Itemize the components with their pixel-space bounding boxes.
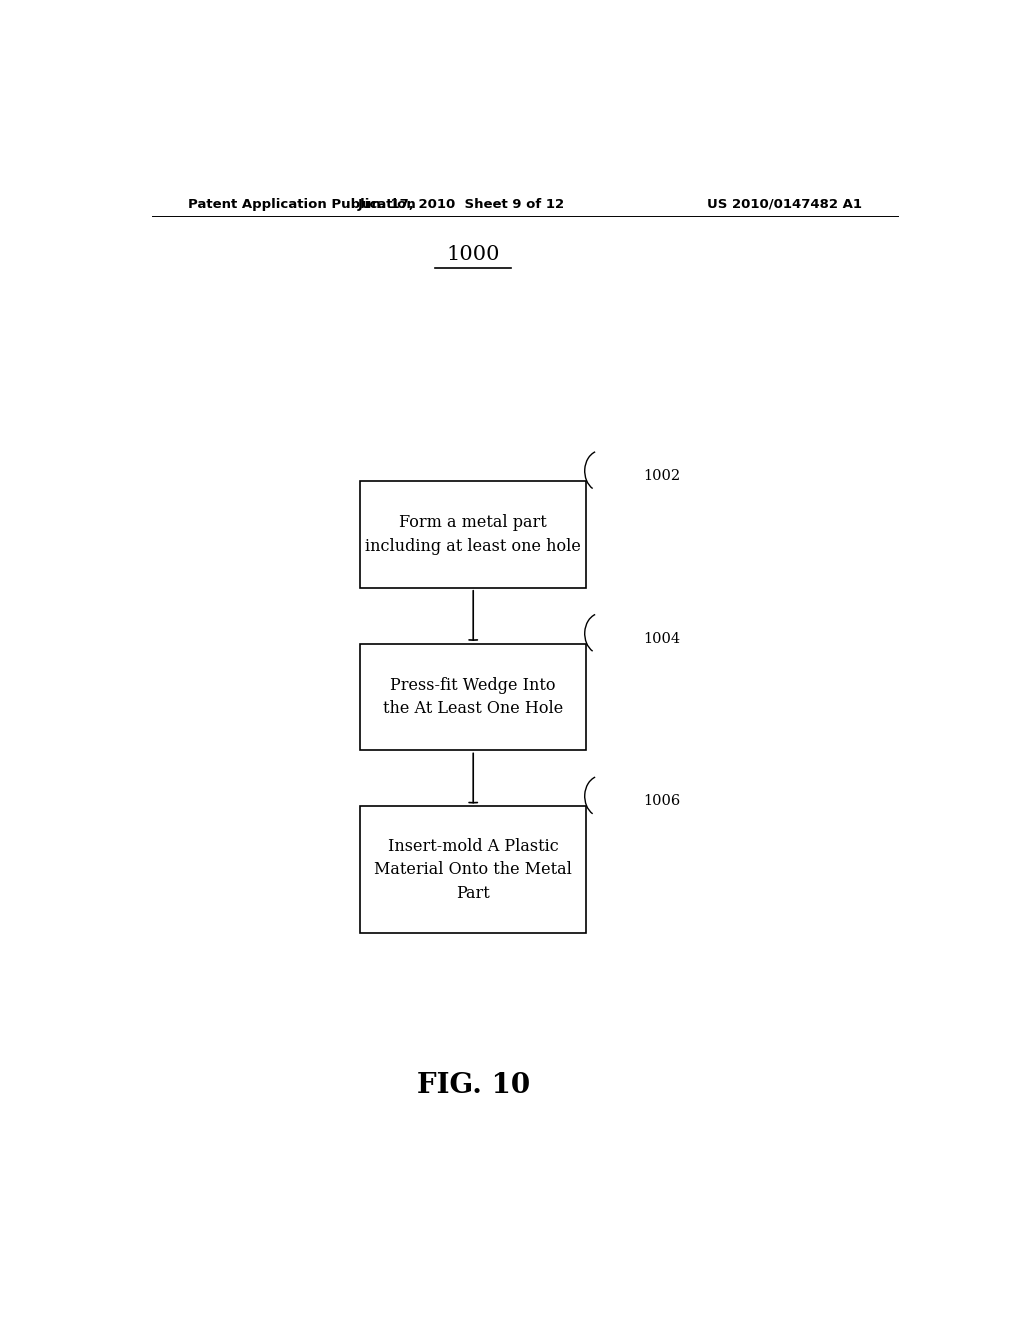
Text: 1004: 1004 bbox=[643, 632, 681, 645]
Text: Form a metal part
including at least one hole: Form a metal part including at least one… bbox=[366, 515, 582, 554]
Text: 1000: 1000 bbox=[446, 246, 500, 264]
Text: Press-fit Wedge Into
the At Least One Hole: Press-fit Wedge Into the At Least One Ho… bbox=[383, 677, 563, 717]
Text: US 2010/0147482 A1: US 2010/0147482 A1 bbox=[708, 198, 862, 211]
Text: 1002: 1002 bbox=[643, 469, 681, 483]
Bar bbox=[360, 480, 587, 587]
Bar bbox=[360, 644, 587, 751]
Text: Jun. 17, 2010  Sheet 9 of 12: Jun. 17, 2010 Sheet 9 of 12 bbox=[357, 198, 565, 211]
Text: FIG. 10: FIG. 10 bbox=[417, 1072, 529, 1098]
Bar bbox=[360, 807, 587, 933]
Text: 1006: 1006 bbox=[643, 795, 681, 808]
Text: Insert-mold A Plastic
Material Onto the Metal
Part: Insert-mold A Plastic Material Onto the … bbox=[375, 838, 572, 902]
Text: Patent Application Publication: Patent Application Publication bbox=[187, 198, 416, 211]
